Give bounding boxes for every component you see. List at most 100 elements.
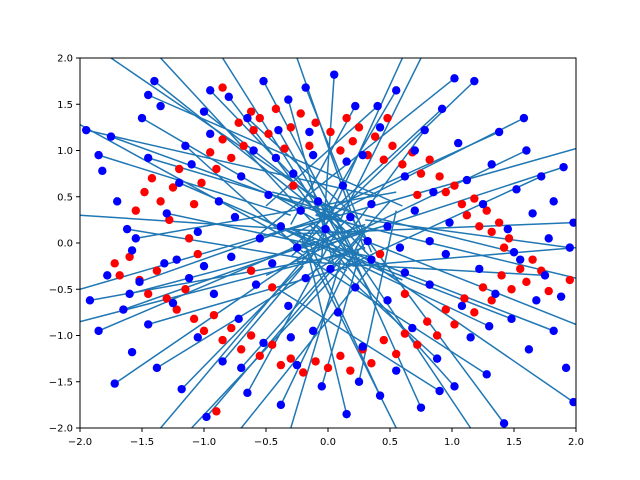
red-point [499,243,509,252]
x-tick-label: 1.5 [506,437,522,448]
y-tick-label: 0.0 [57,239,73,250]
red-point [497,271,506,280]
blue-point [569,397,576,407]
red-point [462,211,472,220]
y-tick-label: 1.0 [57,146,73,157]
red-point [212,407,221,416]
blue-point [137,113,147,123]
red-point [336,351,345,361]
blue-point [358,342,367,351]
blue-point [152,363,162,373]
connector-line [110,135,354,226]
blue-point [292,360,302,370]
red-point [460,294,469,303]
red-point [286,123,295,132]
blue-point [466,333,475,342]
blue-point [470,76,479,86]
red-point [271,104,281,114]
blue-point [524,345,534,354]
blue-point [317,382,326,391]
red-point [450,320,459,329]
connector-line [135,191,397,240]
red-point [227,153,236,163]
blue-point [125,289,134,299]
blue-point [264,190,273,200]
red-point [482,206,491,215]
blue-point [284,95,293,104]
red-point [441,187,450,197]
red-point [565,275,574,285]
blue-point [313,197,323,206]
red-point [413,190,422,200]
blue-point [301,273,310,283]
red-point [416,169,426,178]
blue-point [450,382,459,391]
blue-point [400,172,410,181]
blue-point [462,175,472,185]
red-point [289,181,298,190]
red-point [218,335,227,345]
red-point [400,329,410,338]
blue-point [193,333,202,342]
red-point [110,259,119,268]
blue-point [199,107,209,116]
red-point [311,357,320,366]
blue-point [206,129,215,139]
red-point [400,289,410,299]
blue-point [268,259,277,268]
x-axis: −2.0 −1.5 −1.0 −0.5 0.0 0.5 1.0 1.5 2.0 [68,428,584,448]
red-point [432,331,442,340]
red-point [388,141,397,151]
blue-point [230,212,240,222]
connector-line [141,117,316,221]
red-point [470,194,479,203]
blue-point [528,209,537,218]
blue-point [395,243,405,252]
blue-point [478,199,488,209]
blue-point [509,248,519,257]
blue-point [289,169,298,178]
red-point [522,277,531,287]
x-tick-label: −0.5 [254,437,278,448]
blue-point [367,255,376,264]
red-point [326,127,335,137]
red-point [379,155,388,164]
connector-line [123,223,366,311]
blue-point [249,146,258,155]
blue-point [565,243,574,252]
red-point [336,146,345,155]
blue-point [392,86,401,95]
y-tick-label: 1.5 [57,100,73,111]
blue-point [351,283,360,292]
blue-point [119,305,128,314]
red-point [487,296,496,305]
blue-point [532,296,541,305]
blue-point [561,363,571,373]
blue-point [410,206,419,215]
blue-point [363,236,372,246]
red-point [370,132,380,141]
red-point [255,113,264,123]
red-point [189,199,199,209]
blue-point [127,347,137,357]
red-point [457,199,467,209]
blue-point [507,314,516,324]
blue-point [103,271,112,280]
connector-line [222,265,304,362]
blue-point [400,268,410,277]
blue-point [358,150,367,160]
blue-point [113,197,122,206]
blue-point [308,150,318,160]
red-point [218,135,227,144]
blue-point [482,370,491,379]
red-point [516,264,525,274]
red-point [375,249,385,259]
red-point [246,266,256,275]
red-point [209,310,219,320]
connector-line [308,242,381,396]
blue-point [373,101,382,111]
red-point [348,137,357,146]
red-point [504,234,514,243]
blue-point [333,308,343,317]
blue-point [437,104,447,114]
